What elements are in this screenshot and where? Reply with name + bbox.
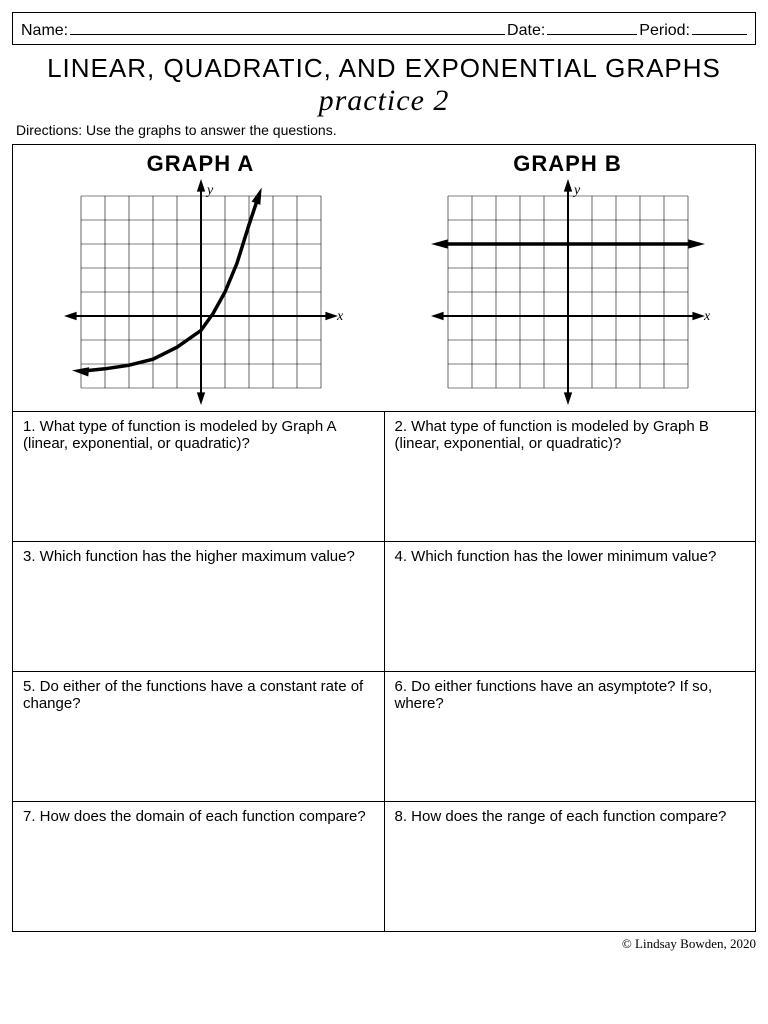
directions: Directions: Use the graphs to answer the… [16,122,756,138]
date-label: Date: [507,22,545,40]
graph-a: yx [51,177,351,407]
question-1: 1. What type of function is modeled by G… [13,411,385,541]
name-label: Name: [21,22,68,40]
question-2: 2. What type of function is modeled by G… [384,411,756,541]
period-blank[interactable] [692,17,747,35]
graph-a-container: GRAPH A yx [51,151,351,407]
question-8: 8. How does the range of each function c… [384,801,756,931]
graph-b: yx [418,177,718,407]
date-blank[interactable] [547,17,637,35]
graph-b-container: GRAPH B yx [418,151,718,407]
question-7: 7. How does the domain of each function … [13,801,385,931]
copyright: © Lindsay Bowden, 2020 [12,936,756,952]
header-row: Name: Date: Period: [12,12,756,45]
svg-text:y: y [205,183,214,198]
title-sub: practice 2 [319,84,450,117]
graphs-row: GRAPH A yx GRAPH B yx [13,144,756,411]
title-main: LINEAR, QUADRATIC, AND EXPONENTIAL GRAPH… [47,53,721,83]
graph-b-label: GRAPH B [418,151,718,177]
question-3: 3. Which function has the higher maximum… [13,541,385,671]
question-6: 6. Do either functions have an asymptote… [384,671,756,801]
worksheet-table: GRAPH A yx GRAPH B yx 1. What type of fu… [12,144,756,932]
svg-text:y: y [572,183,581,198]
svg-text:x: x [336,309,344,324]
graph-a-label: GRAPH A [51,151,351,177]
name-blank[interactable] [70,17,505,35]
svg-text:x: x [703,309,711,324]
question-5: 5. Do either of the functions have a con… [13,671,385,801]
question-4: 4. Which function has the lower minimum … [384,541,756,671]
period-label: Period: [639,22,690,40]
page-title: LINEAR, QUADRATIC, AND EXPONENTIAL GRAPH… [12,53,756,118]
